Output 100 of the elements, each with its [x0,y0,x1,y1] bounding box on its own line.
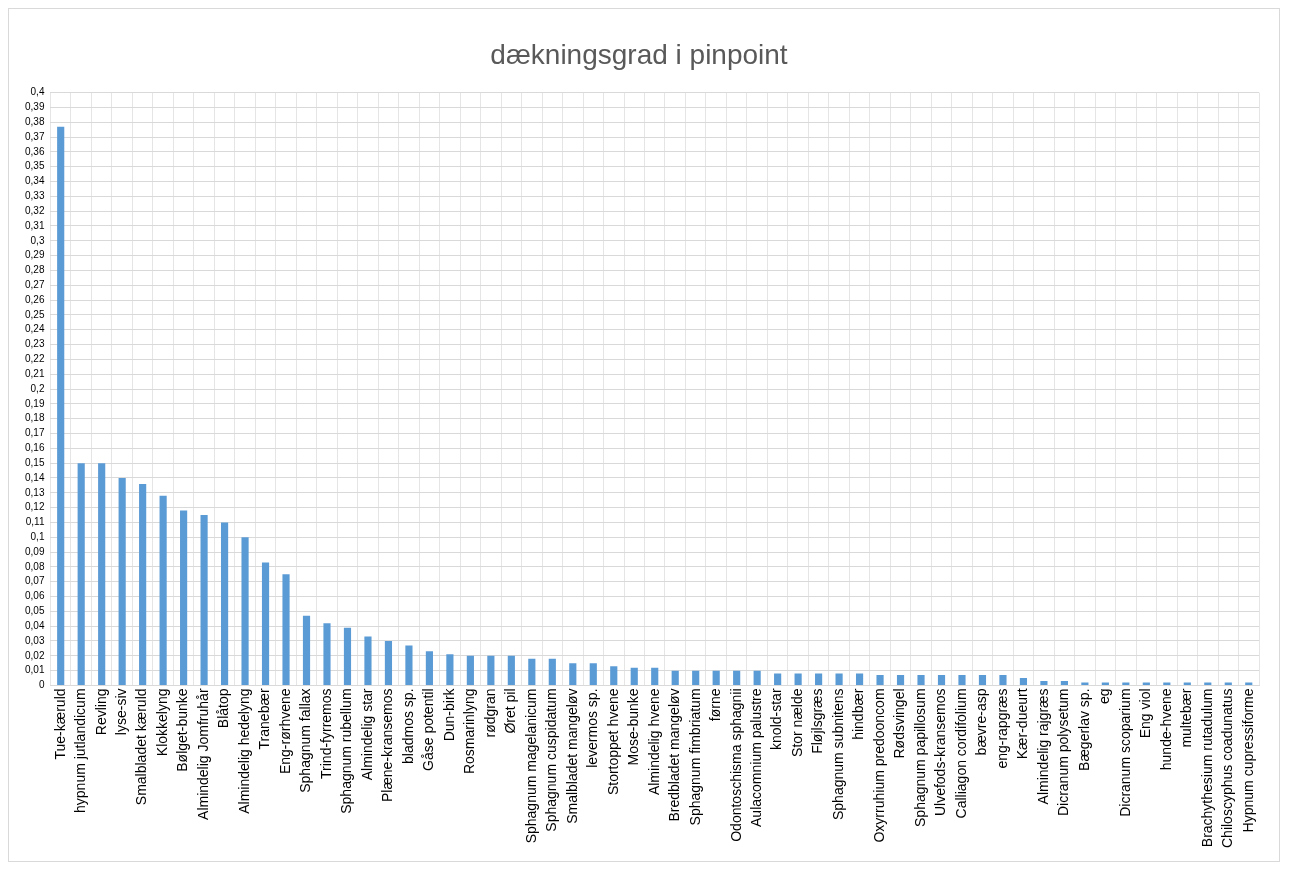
x-tick-label: Tue-kæruld [51,688,68,760]
x-tick-label: bladmos sp. [399,688,416,764]
x-tick-label: Smalbladet mangeløv [563,688,580,824]
x-tick-label: Sphagnum subnitens [829,688,846,820]
bar [98,463,106,685]
x-tick-label: Tranebær [256,688,273,750]
y-tick-label: 0,05 [24,605,45,617]
bar [384,640,393,685]
y-tick-label: 0,16 [24,442,45,454]
y-tick-label: 0,4 [30,86,45,98]
y-tick-label: 0,06 [24,590,45,602]
x-tick-label: Rødsvingel [891,688,908,759]
bar [425,651,433,685]
bar [466,655,474,685]
bar [528,658,536,685]
x-tick-label: Bredbladet mangeløv [666,688,683,822]
x-tick-label: knold-star [768,688,785,750]
bar [999,675,1007,685]
bar [77,463,85,685]
bar [1163,682,1171,685]
y-tick-label: 0,2 [30,382,45,394]
y-tick-label: 0,27 [24,279,45,291]
chart-title: dækningsgrad i pinpoint [490,38,788,70]
y-tick-label: 0,25 [24,308,45,320]
x-tick-label: Sphagnum cuspidatum [543,688,560,832]
x-tick-label: eng-rapgræs [993,688,1010,769]
bar [815,673,823,685]
bar [1040,681,1048,685]
bar [323,623,331,685]
bar [692,670,700,685]
y-tick-label: 0,04 [24,619,45,631]
x-tick-label: Aulacomnium palustre [748,688,765,827]
x-tick-label: Almindelig hvene [645,688,662,796]
x-tick-label: Ulvefods-kransemos [932,688,949,817]
y-tick-label: 0,03 [24,634,45,646]
x-tick-label: Smalbladet kæruld [133,688,150,806]
bar [896,675,905,685]
x-tick-label: Trind-fyrremos [317,688,334,779]
bar [876,675,884,685]
y-tick-label: 0,23 [24,338,45,350]
y-tick-label: 0,17 [24,427,45,439]
x-tick-label: Rosmarinlyng [461,688,478,775]
bar [753,670,761,685]
y-tick-label: 0,24 [24,323,45,335]
x-tick-label: Bølget-bunke [174,688,191,772]
y-tick-label: 0,13 [24,486,45,498]
y-tick-label: 0,36 [24,145,45,157]
y-tick-label: 0,38 [24,115,45,127]
bar [774,673,782,685]
bar [1081,682,1089,685]
y-tick-label: 0,02 [24,649,45,661]
y-tick-label: 0,11 [25,516,45,528]
x-tick-label: Sphagnum fimbriatum [686,688,703,826]
x-tick-label: Revling [92,688,109,736]
y-tick-label: 0,14 [24,471,45,483]
x-tick-label: Eng-rørhvene [276,688,293,775]
bar [630,667,638,685]
x-tick-label: Almindelig hedelyng [235,688,252,814]
x-tick-label: Brachythesium rutadulum [1198,688,1215,848]
y-tick-label: 0,3 [30,234,45,246]
x-tick-label: Dicranum polysetum [1055,688,1072,817]
x-tick-label: Almindelig rajgræs [1034,688,1051,805]
x-tick-label: Fløjlsgræs [809,688,826,754]
bar [937,675,946,685]
bar [1019,678,1028,685]
x-tick-label: Chiloscyphus coadunatus [1219,688,1236,848]
bar [405,645,413,685]
bar [712,670,720,685]
x-tick-label: Calliagon cordifolium [952,688,969,819]
y-tick-label: 0,22 [24,353,45,365]
bar [569,663,577,685]
bar [1142,682,1150,685]
bar [159,495,167,685]
bar [958,675,966,685]
x-tick-label: Dun-birk [440,687,457,742]
y-tick-label: 0,01 [24,664,45,676]
y-tick-label: 0,34 [24,175,45,187]
x-tick-label: multebær [1178,688,1195,748]
x-tick-label: Stor nælde [788,688,805,757]
bar [261,562,270,685]
x-tick-label: levermos sp. [584,688,601,768]
bar [1101,682,1109,685]
x-tick-label: Kær-dueurt [1014,688,1031,760]
y-tick-label: 0,35 [24,160,45,172]
x-tick-label: Gåse potentil [420,688,437,771]
x-tick-label: eg [1096,688,1113,705]
x-tick-label: Sphagnum magelanicum [522,688,539,844]
x-tick-label: Bægerlav sp. [1075,688,1092,771]
bar [855,673,864,685]
x-tick-label: Oxyrruhium predooncom [870,688,887,843]
y-tick-label: 0,33 [24,190,45,202]
y-tick-label: 0,09 [24,545,45,557]
bar [241,537,249,685]
bar [1122,682,1130,685]
y-tick-label: 0,26 [24,293,45,305]
x-tick-label: hindbær [850,688,867,740]
y-tick-label: 0,12 [24,501,45,513]
bar [302,615,311,685]
bar [589,663,597,685]
y-tick-label: 0,37 [24,130,45,142]
